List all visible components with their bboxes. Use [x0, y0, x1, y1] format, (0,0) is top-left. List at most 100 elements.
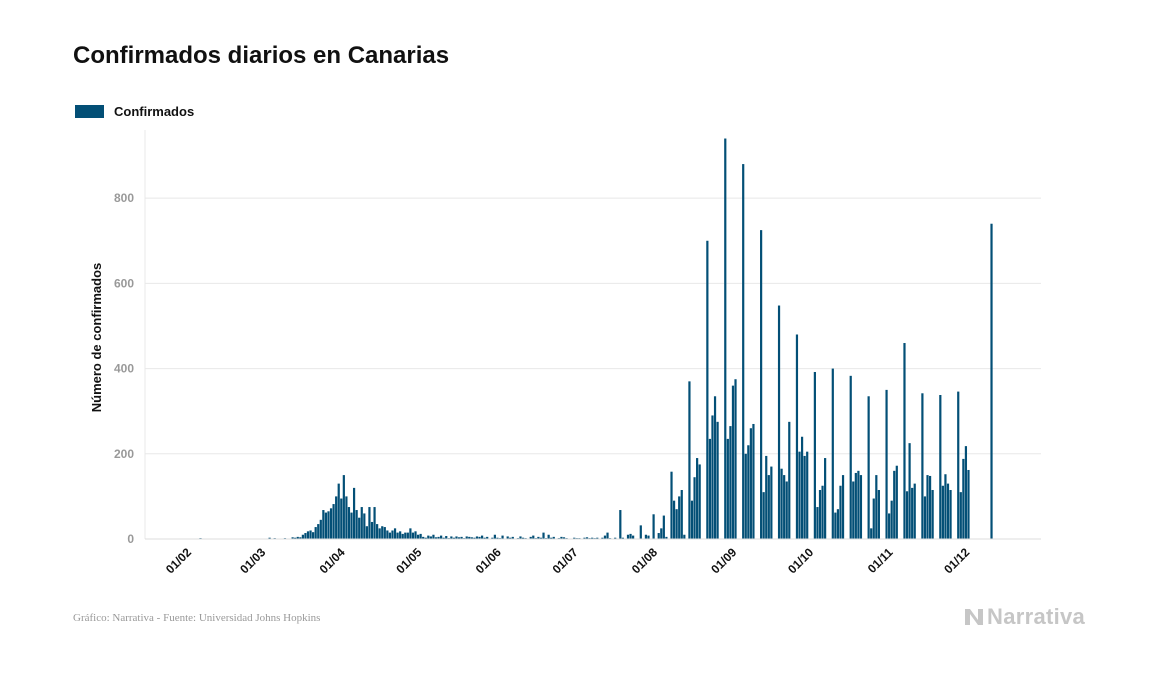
- bar: [877, 490, 880, 539]
- bar: [780, 468, 783, 539]
- bar: [345, 496, 348, 539]
- bar: [547, 534, 550, 539]
- bar: [619, 510, 622, 539]
- bar: [660, 528, 663, 539]
- bar: [803, 455, 806, 539]
- source-footer: Gráfico: Narrativa - Fuente: Universidad…: [73, 612, 321, 624]
- bar: [427, 535, 430, 539]
- bar: [424, 537, 427, 539]
- bar: [857, 470, 860, 539]
- bar: [698, 464, 701, 539]
- bar: [291, 537, 294, 539]
- bar: [342, 475, 345, 539]
- bar: [491, 537, 494, 539]
- bar: [416, 534, 420, 539]
- bar: [363, 513, 366, 539]
- bar: [690, 500, 694, 539]
- bar: [532, 535, 535, 539]
- bar: [783, 475, 786, 539]
- bar: [591, 537, 594, 539]
- bar: [742, 164, 745, 539]
- bar: [301, 534, 304, 539]
- bar: [322, 510, 325, 539]
- bar: [493, 534, 496, 539]
- x-tick-label: 01/06: [473, 545, 504, 576]
- bar: [460, 536, 463, 539]
- x-tick-label: 01/05: [393, 545, 424, 576]
- bar: [442, 537, 445, 539]
- bar: [470, 537, 473, 539]
- bar: [324, 512, 328, 539]
- bar: [629, 533, 632, 539]
- bar: [816, 507, 819, 539]
- bar: [923, 496, 927, 539]
- y-axis-ticks: 0 200 400 600 800: [114, 191, 134, 546]
- bar: [696, 458, 699, 539]
- grid-lines: [144, 130, 1041, 539]
- legend-swatch: [75, 105, 104, 118]
- bar: [381, 526, 384, 539]
- bar: [921, 393, 924, 539]
- bar: [452, 537, 456, 539]
- bar: [903, 343, 906, 539]
- narrativa-logo-icon: [965, 609, 983, 625]
- bar: [457, 537, 461, 539]
- x-tick-label: 01/07: [550, 545, 581, 576]
- bar: [373, 507, 376, 539]
- bar: [550, 537, 553, 539]
- x-tick-label: 01/11: [865, 545, 896, 576]
- bar: [304, 533, 307, 539]
- bar: [711, 415, 714, 539]
- bar: [450, 536, 453, 539]
- bar: [294, 537, 297, 539]
- bar: [632, 535, 635, 539]
- bar: [529, 536, 532, 539]
- bar: [335, 496, 338, 539]
- bar: [680, 490, 683, 539]
- bar: [959, 492, 962, 539]
- x-tick-label: 01/09: [708, 545, 739, 576]
- bar: [552, 536, 555, 539]
- bar: [852, 481, 855, 539]
- bar: [760, 230, 763, 539]
- y-axis-label: Número de confirmados: [89, 263, 104, 413]
- bar: [867, 396, 870, 539]
- bar: [573, 537, 576, 539]
- bar: [429, 536, 432, 539]
- bar: [731, 385, 735, 540]
- bar: [539, 537, 543, 539]
- bar: [388, 532, 392, 539]
- bar: [352, 487, 356, 540]
- bar: [824, 458, 827, 539]
- bar: [585, 537, 589, 539]
- bar: [562, 537, 566, 539]
- bar: [583, 537, 586, 539]
- bar: [911, 487, 914, 540]
- bar: [376, 524, 379, 539]
- y-tick-label: 400: [114, 362, 134, 376]
- bar: [519, 536, 522, 539]
- bar: [399, 531, 402, 539]
- bar: [678, 496, 681, 539]
- bar: [621, 537, 624, 539]
- bar: [509, 537, 512, 539]
- bar: [693, 477, 696, 539]
- bar: [785, 481, 788, 539]
- bar: [437, 536, 440, 539]
- bar: [913, 483, 916, 539]
- bar: [770, 466, 773, 539]
- bar: [347, 507, 351, 539]
- bar: [672, 500, 676, 539]
- bar: [483, 537, 486, 539]
- bar: [299, 537, 302, 539]
- bar: [419, 533, 422, 539]
- bar: [355, 510, 358, 539]
- bar: [962, 458, 965, 539]
- bar: [386, 530, 389, 539]
- bar: [475, 536, 479, 539]
- bar: [306, 531, 310, 539]
- bar: [729, 426, 732, 539]
- bar: [926, 475, 929, 539]
- bar: [990, 223, 993, 540]
- bar: [795, 334, 799, 539]
